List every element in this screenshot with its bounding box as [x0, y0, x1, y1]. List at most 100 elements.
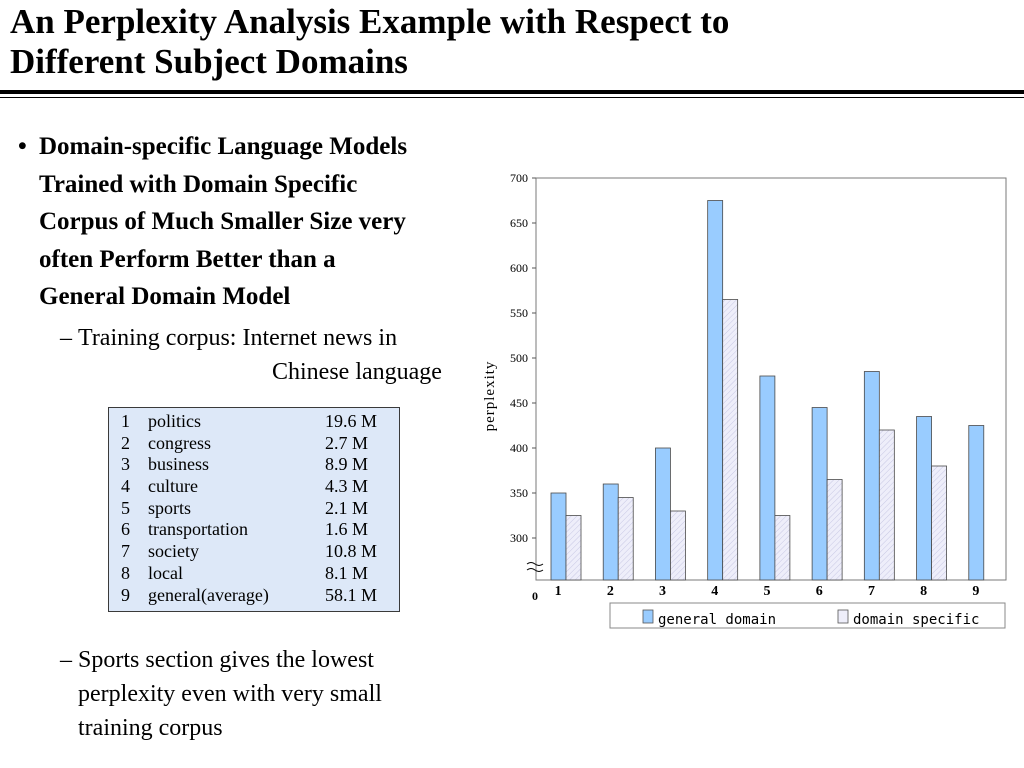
table-row: 5 sports 2.1 M — [109, 498, 399, 520]
bar-general-domain — [863, 371, 880, 581]
sub-bullet-marker: – — [60, 325, 72, 351]
bar-general-domain — [707, 200, 724, 581]
x-tick-label: 2 — [607, 584, 614, 599]
row-size: 19.6 M — [325, 411, 378, 431]
row-domain: congress — [148, 432, 211, 453]
slide-title: An Perplexity Analysis Example with Resp… — [10, 2, 1010, 82]
row-domain: politics — [148, 411, 201, 431]
table-row: 6 transportation 1.6 M — [109, 519, 399, 541]
row-size: 2.7 M — [325, 432, 369, 453]
sub-bullet-line-2: Chinese language — [272, 359, 442, 385]
bar-general-domain — [602, 483, 619, 581]
table-row: 2 congress 2.7 M — [109, 433, 399, 455]
y-axis: 300 350 400 450 500 550 600 650 700 — [510, 171, 536, 545]
bar-domain-specific — [931, 465, 947, 581]
row-domain: local — [148, 562, 183, 583]
legend-swatch-general — [642, 609, 654, 624]
x-tick-label: 1 — [555, 584, 562, 599]
bar-general-domain — [759, 375, 776, 581]
y-tick-label: 500 — [510, 351, 528, 365]
bar-general-domain — [811, 407, 828, 581]
row-number: 5 — [121, 497, 130, 518]
bar-domain-specific — [722, 299, 739, 581]
legend-label-domain-specific: domain specific — [853, 612, 979, 628]
bar-general-domain — [916, 416, 932, 581]
legend-label-general: general domain — [658, 612, 776, 628]
bar-general-domain — [968, 425, 985, 581]
bar-domain-specific — [565, 515, 582, 581]
y-tick-label: 350 — [510, 486, 528, 500]
row-number: 8 — [121, 562, 130, 583]
title-line-1: An Perplexity Analysis Example with Resp… — [10, 2, 730, 41]
bar-general-domain — [550, 492, 567, 581]
y-tick-label: 550 — [510, 306, 528, 320]
row-number: 3 — [121, 454, 130, 475]
row-number: 6 — [121, 519, 130, 540]
legend-box — [609, 602, 1006, 629]
y-tick-label: 450 — [510, 396, 528, 410]
bullet-line-2: Trained with Domain Specific — [39, 170, 358, 198]
x-tick-label: 8 — [920, 584, 927, 599]
y-tick-label: 300 — [510, 531, 528, 545]
zero-label: 0 — [532, 589, 538, 603]
legend: general domain domain specific — [609, 602, 1006, 629]
main-bullet: • Domain-specific Language Models Traine… — [18, 128, 508, 316]
table-row: 7 society 10.8 M — [109, 541, 399, 563]
title-divider-thin — [0, 97, 1024, 98]
row-number: 4 — [121, 476, 130, 497]
title-line-2: Different Subject Domains — [10, 42, 408, 81]
row-domain: business — [148, 454, 210, 475]
sub-bullet-line-1: Sports section gives the lowest — [78, 647, 374, 673]
row-domain: general(average) — [148, 584, 269, 605]
sub-bullet-training-corpus: – Training corpus: Internet news in Chin… — [60, 321, 500, 389]
title-divider-thick — [0, 90, 1024, 94]
sub-bullet-sports: – Sports section gives the lowest perple… — [60, 643, 480, 745]
bar-domain-specific — [774, 515, 791, 581]
row-domain: culture — [148, 476, 198, 497]
bullet-line-5: General Domain Model — [39, 283, 291, 310]
axis-break-icon — [526, 562, 544, 572]
bar-domain-specific — [670, 510, 686, 581]
sub-bullet-line-1: Training corpus: Internet news in — [78, 325, 398, 351]
row-number: 9 — [121, 584, 130, 605]
row-size: 4.3 M — [325, 476, 369, 497]
bar-domain-specific — [878, 429, 895, 581]
x-tick-label: 3 — [659, 584, 666, 599]
x-tick-label: 7 — [868, 584, 875, 599]
bar-general-domain — [655, 447, 671, 581]
row-domain: transportation — [148, 519, 248, 540]
row-size: 8.9 M — [325, 454, 369, 475]
perplexity-bar-chart: 300 350 400 450 500 550 600 650 700 1 2 3 4 5 6 7 8 9 pe… — [482, 171, 1007, 629]
row-size: 2.1 M — [325, 497, 369, 518]
row-domain: sports — [148, 497, 192, 518]
sub-bullet-line-2: perplexity even with very small — [78, 681, 382, 707]
bar-domain-specific — [826, 479, 843, 581]
table-row: 1 politics 19.6 M — [109, 411, 399, 433]
table-row: 9 general(average) 58.1 M — [109, 585, 399, 607]
sub-bullet-marker: – — [60, 647, 72, 673]
corpus-table: 1 politics 19.6 M 2 congress 2.7 M 3 business… — [108, 407, 400, 612]
row-number: 1 — [121, 411, 130, 431]
y-tick-label: 600 — [510, 261, 528, 275]
x-axis: 1 2 3 4 5 6 7 8 9 — [555, 584, 980, 599]
x-tick-label: 6 — [816, 584, 823, 599]
bullet-line-4: often Perform Better than a — [39, 245, 336, 273]
row-size: 1.6 M — [325, 519, 369, 540]
legend-swatch-domain-specific — [837, 609, 849, 624]
bullet-marker: • — [18, 133, 27, 160]
bullet-line-1: Domain-specific Language Models — [39, 133, 408, 160]
row-domain: society — [148, 541, 199, 562]
row-number: 2 — [121, 432, 130, 453]
x-tick-label: 5 — [764, 584, 771, 599]
row-number: 7 — [121, 541, 130, 562]
row-size: 10.8 M — [325, 541, 378, 562]
bullet-line-3: Corpus of Much Smaller Size very — [39, 208, 406, 235]
bar-series — [550, 200, 985, 581]
bar-domain-specific — [617, 497, 634, 581]
y-axis-label: perplexity — [482, 361, 498, 432]
x-tick-label: 9 — [972, 584, 979, 599]
y-tick-label: 400 — [510, 441, 528, 455]
x-tick-label: 4 — [711, 584, 718, 599]
table-row: 8 local 8.1 M — [109, 563, 399, 585]
sub-bullet-line-3: training corpus — [78, 715, 223, 741]
